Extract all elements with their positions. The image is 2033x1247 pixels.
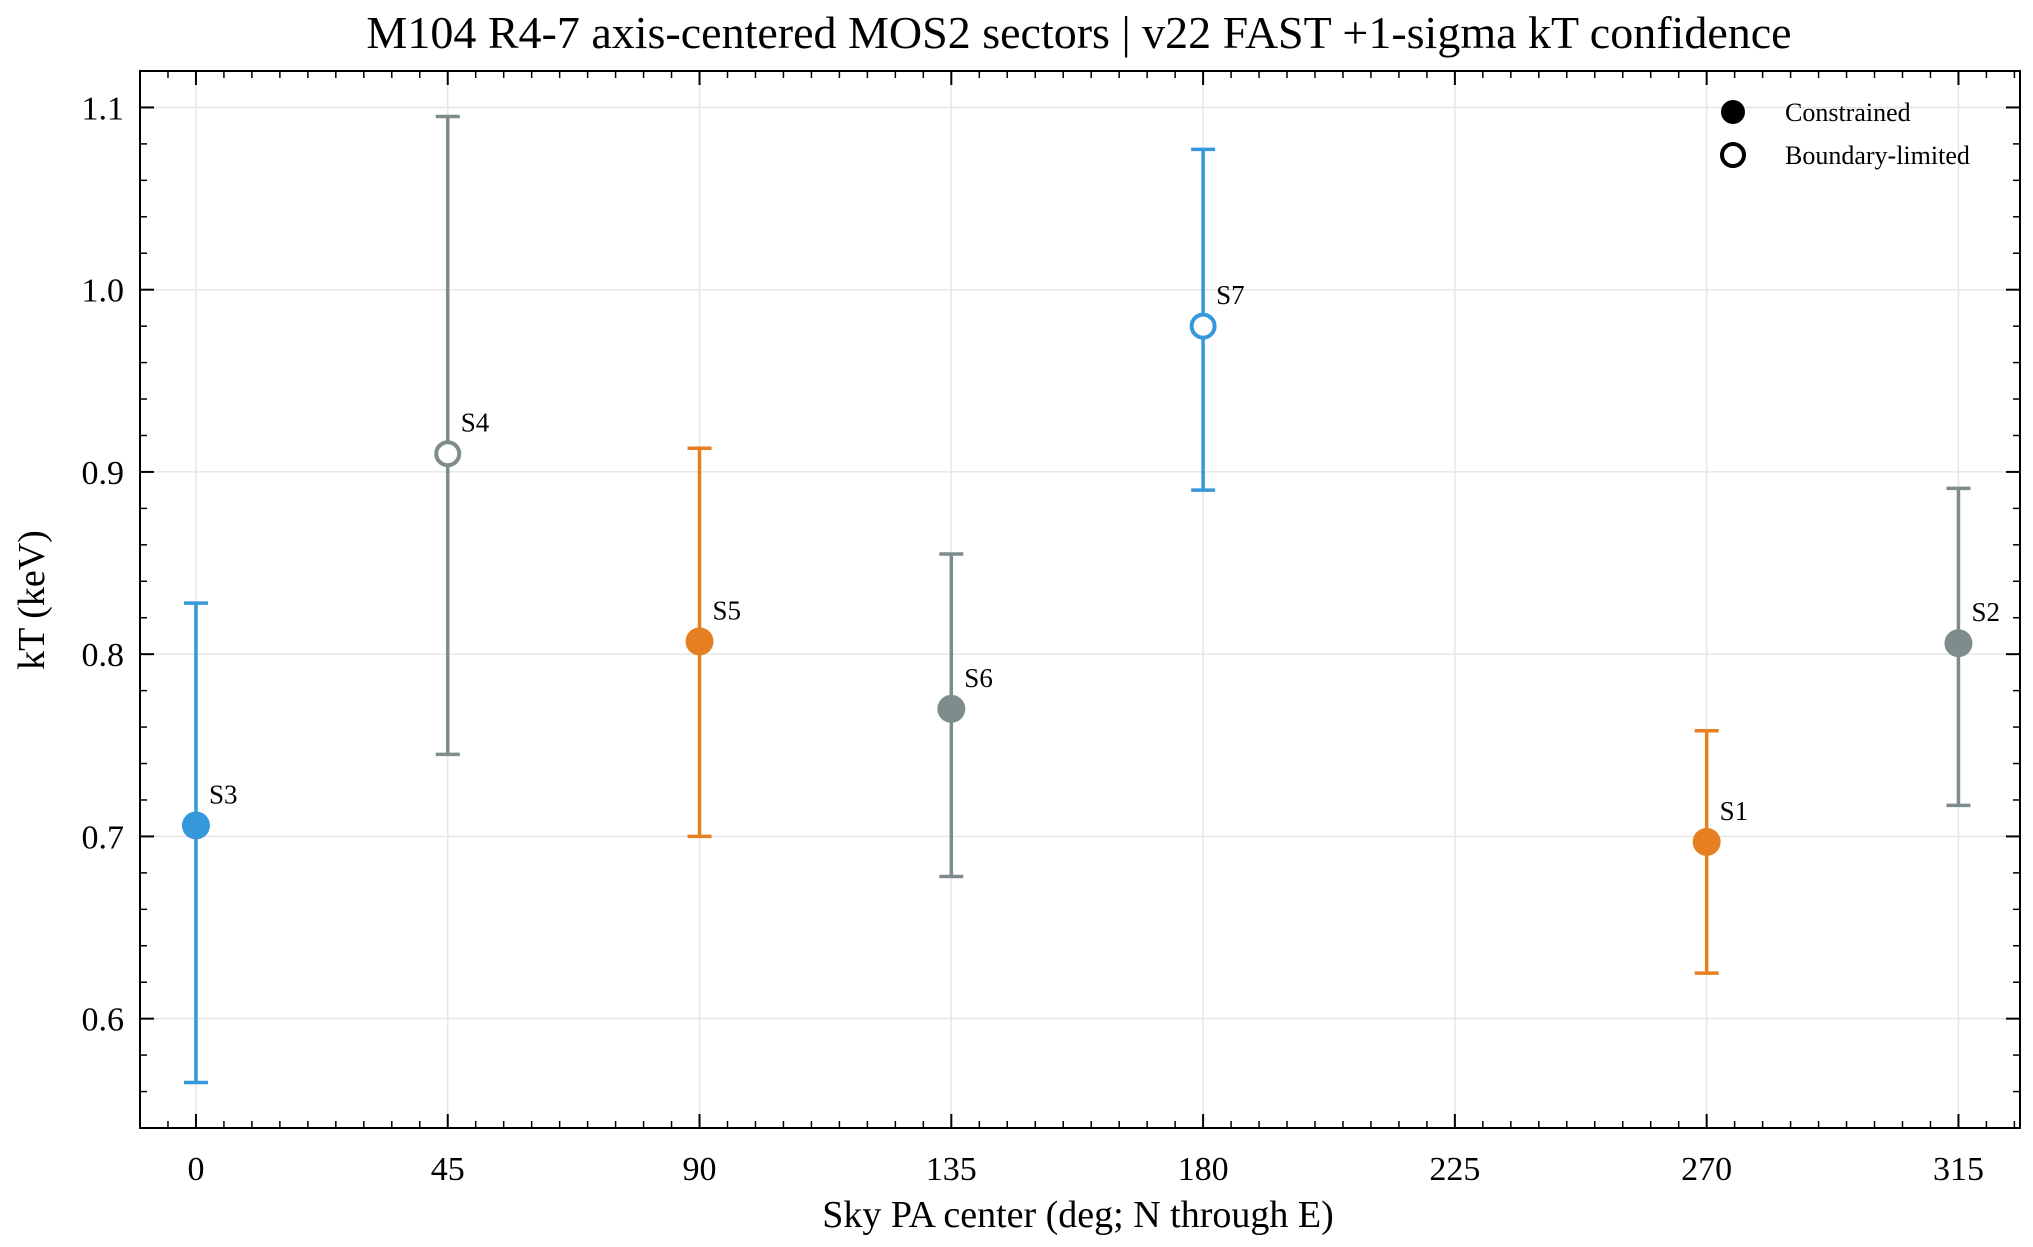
legend-marker-constrained	[1721, 100, 1745, 124]
plot-frame	[139, 70, 2021, 1129]
point-label-s7: S7	[1216, 280, 1245, 310]
x-tick-label: 0	[187, 1151, 204, 1188]
marker-s7	[1189, 312, 1217, 340]
y-tick-label: 1.0	[82, 273, 125, 310]
x-tick-label: 180	[1178, 1151, 1229, 1188]
marker-s6	[937, 694, 966, 723]
point-label-s5: S5	[713, 595, 742, 625]
point-label-s4: S4	[461, 408, 490, 438]
y-tick-label: 0.8	[82, 637, 125, 674]
y-tick-label: 0.9	[82, 455, 125, 492]
point-labels: S3 S4 S5 S6 S7 S1 S2	[209, 280, 2000, 826]
point-label-s3: S3	[209, 779, 238, 809]
marker-s4	[434, 440, 462, 468]
y-axis-label: kT (keV)	[11, 530, 53, 670]
x-tick-labels: 0 45 90 135 180 225 270 315	[187, 1151, 1984, 1188]
legend-label-boundary-limited: Boundary-limited	[1785, 141, 1970, 170]
x-tick-label: 90	[683, 1151, 717, 1188]
error-bar-s4	[435, 114, 460, 757]
x-tick-label: 270	[1681, 1151, 1732, 1188]
y-tick-labels: 0.6 0.7 0.8 0.9 1.0 1.1	[82, 90, 125, 1038]
x-tick-label: 225	[1429, 1151, 1480, 1188]
point-label-s6: S6	[964, 663, 993, 693]
error-bar-s3	[183, 601, 208, 1085]
point-label-s1: S1	[1720, 796, 1749, 826]
y-tick-label: 0.7	[82, 819, 125, 856]
legend-marker-boundary-limited	[1720, 142, 1746, 168]
major-ticks	[140, 71, 2020, 1128]
marker-s3	[181, 811, 210, 840]
legend: Constrained Boundary-limited	[1720, 98, 1970, 170]
y-tick-label: 1.1	[82, 90, 125, 127]
chart-title: M104 R4-7 axis-centered MOS2 sectors | v…	[366, 7, 1791, 58]
error-bars	[183, 114, 1971, 1085]
y-tick-label: 0.6	[82, 1002, 125, 1039]
x-tick-label: 45	[431, 1151, 465, 1188]
point-label-s2: S2	[1971, 597, 2000, 627]
data-points	[181, 312, 1973, 856]
grid	[140, 71, 2020, 1128]
marker-s2	[1944, 629, 1973, 658]
marker-s5	[685, 627, 714, 656]
x-tick-label: 315	[1933, 1151, 1984, 1188]
x-tick-label: 135	[926, 1151, 977, 1188]
x-axis-label: Sky PA center (deg; N through E)	[822, 1194, 1334, 1236]
legend-label-constrained: Constrained	[1785, 98, 1911, 127]
minor-ticks	[139, 70, 2020, 1129]
marker-s1	[1692, 827, 1721, 856]
